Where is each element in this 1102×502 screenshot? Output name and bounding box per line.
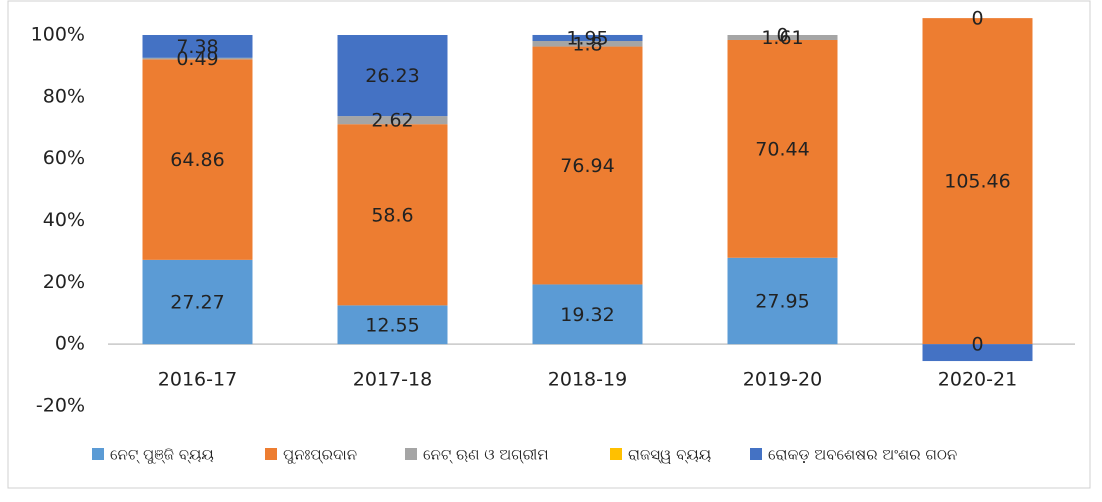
bar-segment: [142, 259, 253, 345]
x-tick-label: 2020-21: [938, 369, 1017, 391]
legend-label: ରାଜସ୍ୱ ବ୍ୟୟ: [628, 446, 711, 464]
data-label: 12.55: [365, 314, 419, 336]
legend-swatch: [265, 448, 277, 460]
data-label: 58.6: [371, 204, 413, 226]
x-tick-label: 2016-17: [158, 369, 237, 391]
bar-segment: [142, 35, 253, 58]
bar-segment: [727, 35, 838, 40]
bar-segment: [337, 116, 448, 125]
legend-label: ପୁନଃପ୍ରଦାନ: [283, 446, 357, 464]
bar-segment: [727, 39, 838, 258]
bar-segment: [922, 18, 1033, 345]
y-tick-label: 20%: [43, 271, 85, 293]
bar-segment: [727, 257, 838, 345]
data-label: 0.49: [176, 48, 218, 70]
bar-segment: [337, 124, 448, 306]
data-label: 19.32: [560, 304, 614, 326]
data-label: 1.8: [572, 33, 602, 55]
y-tick-label: 80%: [43, 85, 85, 107]
data-label: 0: [971, 334, 983, 356]
data-label: 0: [971, 8, 983, 30]
data-label: 2.62: [371, 110, 413, 132]
bar-segment: [337, 305, 448, 345]
x-tick-label: 2019-20: [743, 369, 822, 391]
legend-swatch: [92, 448, 104, 460]
data-label: 27.27: [170, 292, 224, 314]
bar-segment: [142, 57, 253, 60]
bar-segment: [532, 46, 643, 285]
y-tick-label: 40%: [43, 209, 85, 231]
x-tick-label: 2017-18: [353, 369, 432, 391]
bar-segment: [337, 35, 448, 117]
legend-label: ନେଟ୍ ପୁଞ୍ଜି ବ୍ୟୟ: [110, 446, 214, 464]
data-label: 0: [776, 25, 788, 47]
legend-swatch: [750, 448, 762, 460]
y-tick-label: 0%: [55, 333, 85, 355]
data-label: 70.44: [755, 138, 809, 160]
data-label: 26.23: [365, 65, 419, 87]
legend-swatch: [405, 448, 417, 460]
data-label: 7.38: [176, 36, 218, 58]
bar-segment: [142, 59, 253, 260]
bar-segment: [532, 284, 643, 345]
legend-label: ରୋକଡ଼ ଅବଶେଷର ଅଂଶର ଗଠନ: [768, 446, 957, 464]
bar-segment: [532, 40, 643, 47]
y-tick-label: 100%: [31, 24, 85, 46]
y-tick-label: -20%: [36, 395, 85, 417]
y-tick-label: 60%: [43, 147, 85, 169]
legend-label: ନେଟ୍ ଋଣ ଓ ଅଗ୍ରୀମ: [423, 446, 549, 464]
data-label: 27.95: [755, 290, 809, 312]
data-label: 76.94: [560, 155, 614, 177]
data-label: 1.95: [566, 27, 608, 49]
data-label: 105.46: [944, 171, 1010, 193]
data-label: 64.86: [170, 149, 224, 171]
bar-segment: [532, 34, 643, 41]
data-label: 1.61: [761, 27, 803, 49]
legend-swatch: [610, 448, 622, 460]
bar-segment: [922, 344, 1033, 362]
x-tick-label: 2018-19: [548, 369, 627, 391]
